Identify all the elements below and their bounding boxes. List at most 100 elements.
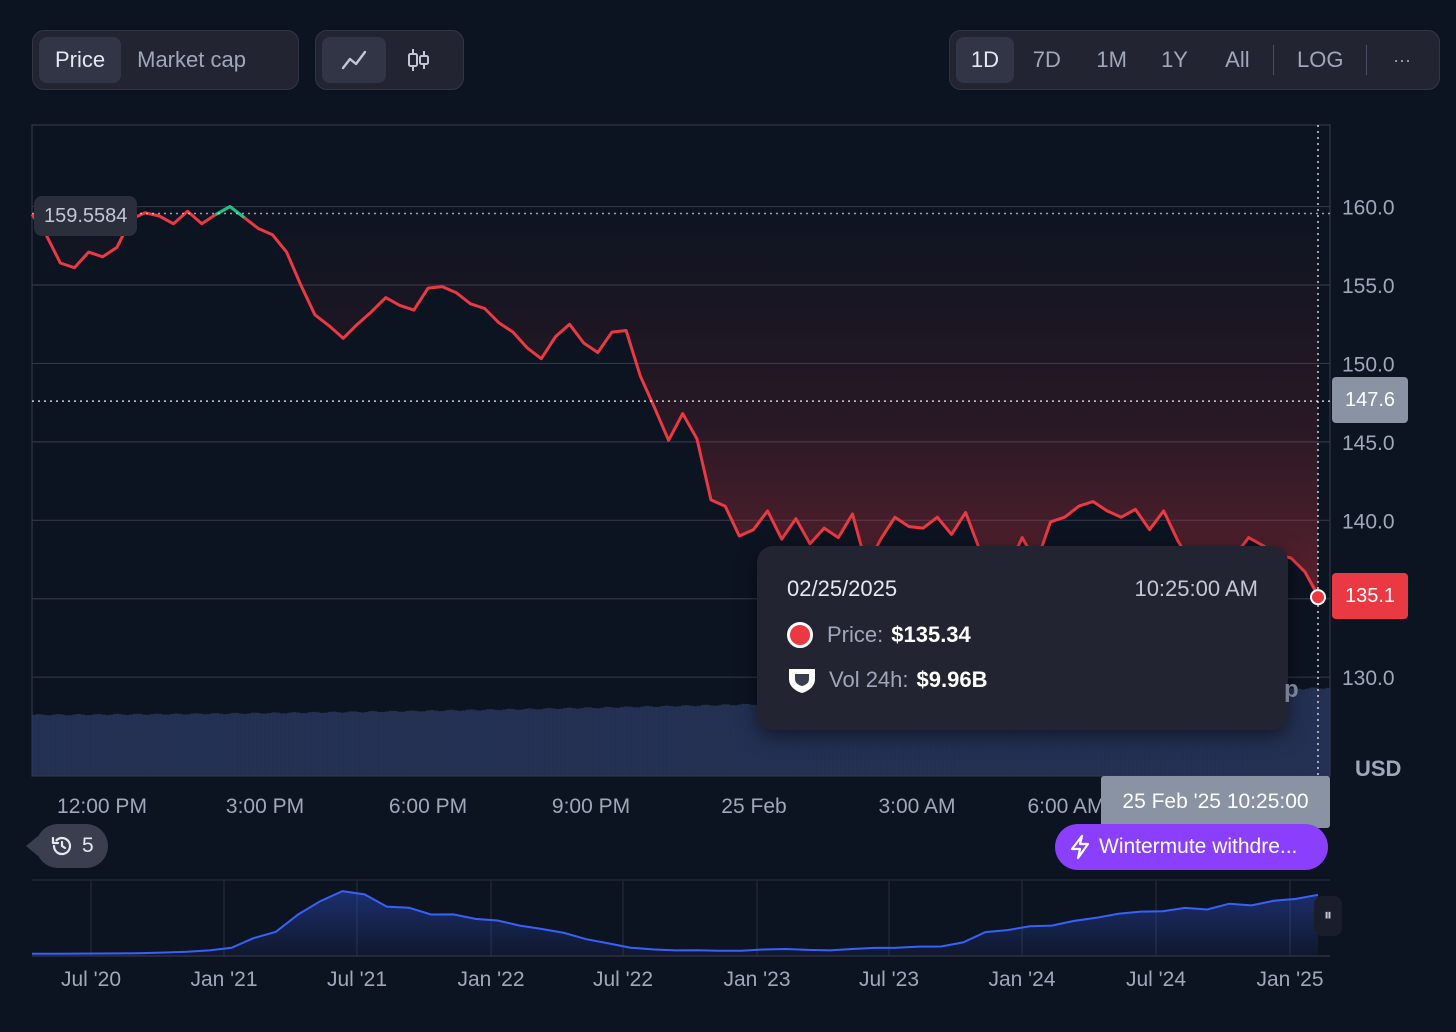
- volume-bar: [506, 708, 511, 776]
- volume-bar: [875, 701, 881, 776]
- volume-bar: [457, 710, 463, 776]
- more-options-button[interactable]: ···: [1393, 49, 1412, 70]
- volume-bar: [283, 713, 288, 776]
- volume-bar: [1131, 693, 1136, 776]
- navigator-area: [32, 891, 1318, 956]
- volume-bar: [741, 703, 747, 776]
- volume-bar: [628, 706, 633, 776]
- news-event-pill[interactable]: Wintermute withdre...: [1055, 824, 1328, 870]
- volume-bar: [109, 714, 114, 776]
- x-tick-label: 12:00 PM: [57, 795, 147, 818]
- navigator-pause-handle[interactable]: ⏸: [1314, 896, 1342, 936]
- history-badge[interactable]: 5: [26, 824, 108, 868]
- volume-bar: [822, 701, 828, 776]
- navigator-tick-label: Jul '21: [327, 968, 387, 991]
- volume-bar: [729, 705, 735, 776]
- volume-bar: [685, 705, 690, 776]
- volume-bar: [928, 700, 933, 776]
- volume-bar: [916, 699, 921, 776]
- volume-bar: [960, 698, 966, 776]
- volume-bar: [1232, 690, 1238, 776]
- volume-bar: [851, 702, 856, 776]
- range-navigator: [32, 879, 1330, 957]
- volume-bar: [76, 714, 81, 776]
- volume-bar: [920, 699, 925, 776]
- volume-bar: [1037, 696, 1043, 776]
- range-all[interactable]: All: [1225, 47, 1250, 72]
- volume-bar: [194, 713, 199, 776]
- volume-bar: [973, 698, 978, 776]
- volume-bar: [275, 712, 280, 776]
- volume-bar: [1301, 689, 1306, 776]
- volume-bar: [299, 713, 305, 776]
- volume-bar: [737, 704, 743, 776]
- log-scale-button[interactable]: LOG: [1296, 47, 1344, 72]
- volume-bar: [948, 700, 954, 776]
- tab-market-cap[interactable]: Market cap: [137, 47, 246, 72]
- line-chart-button[interactable]: [322, 37, 386, 83]
- volume-bar: [287, 712, 292, 776]
- volume-bar: [701, 704, 706, 776]
- volume-bar: [356, 712, 361, 776]
- navigator-axis: Jul '20 Jan '21 Jul '21 Jan '22 Jul '22 Jan '…: [61, 968, 1324, 991]
- volume-bar: [620, 707, 625, 776]
- volume-bar: [113, 714, 118, 776]
- range-1y[interactable]: 1Y: [1161, 47, 1188, 72]
- y-tick-label: 130.0: [1342, 667, 1395, 690]
- range-7d[interactable]: 7D: [1032, 47, 1061, 72]
- x-tick-label: 25 Feb: [721, 795, 786, 818]
- volume-bar: [835, 702, 840, 776]
- volume-bar: [1265, 690, 1270, 776]
- volume-bar: [441, 710, 447, 776]
- volume-bar: [1098, 694, 1104, 776]
- volume-bar: [425, 710, 430, 776]
- volume-bar: [977, 697, 982, 776]
- volume-bar: [1029, 697, 1035, 776]
- volume-bar: [563, 707, 568, 776]
- volume-bar: [1248, 689, 1254, 776]
- volume-bar: [1123, 694, 1128, 776]
- volume-bar: [672, 706, 678, 776]
- volume-bar: [587, 707, 593, 776]
- volume-bar: [1325, 687, 1331, 776]
- volume-bar: [32, 714, 37, 776]
- volume-bar: [1042, 696, 1047, 776]
- volume-bar: [161, 714, 167, 776]
- volume-bar: [802, 702, 808, 776]
- volume-bar: [80, 714, 86, 776]
- volume-bar: [218, 713, 223, 776]
- range-1d[interactable]: 1D: [956, 37, 1014, 83]
- toolbar-divider: [1273, 45, 1275, 75]
- tooltip-date: 02/25/2025: [787, 576, 898, 601]
- volume-bar: [92, 714, 98, 776]
- volume-bar: [1066, 696, 1071, 776]
- volume-bar: [1001, 697, 1006, 776]
- volume-bar: [676, 706, 682, 776]
- volume-bar: [1208, 691, 1213, 776]
- volume-bar: [754, 704, 759, 776]
- volume-bar: [1200, 692, 1205, 776]
- volume-bar: [210, 713, 215, 776]
- volume-bar: [1309, 687, 1315, 776]
- volume-bar: [595, 708, 601, 776]
- volume-bar: [336, 712, 341, 776]
- volume-bar: [121, 714, 126, 776]
- volume-bar: [376, 711, 382, 776]
- price-dot-icon: [787, 622, 813, 648]
- volume-shield-icon: [787, 666, 817, 694]
- volume-bar: [936, 698, 941, 776]
- candlestick-button[interactable]: [386, 37, 450, 83]
- volume-bar: [1025, 697, 1031, 776]
- range-1m[interactable]: 1M: [1096, 47, 1127, 72]
- volume-bar: [178, 713, 183, 776]
- volume-bar: [547, 707, 552, 776]
- volume-bar: [157, 713, 163, 776]
- volume-bar: [1179, 692, 1185, 776]
- volume-bar: [567, 707, 572, 776]
- volume-bar: [267, 713, 272, 776]
- volume-bar: [1273, 688, 1278, 776]
- tab-price[interactable]: Price: [39, 37, 122, 83]
- x-tick-label: 3:00 PM: [226, 795, 304, 818]
- volume-bar: [405, 710, 410, 776]
